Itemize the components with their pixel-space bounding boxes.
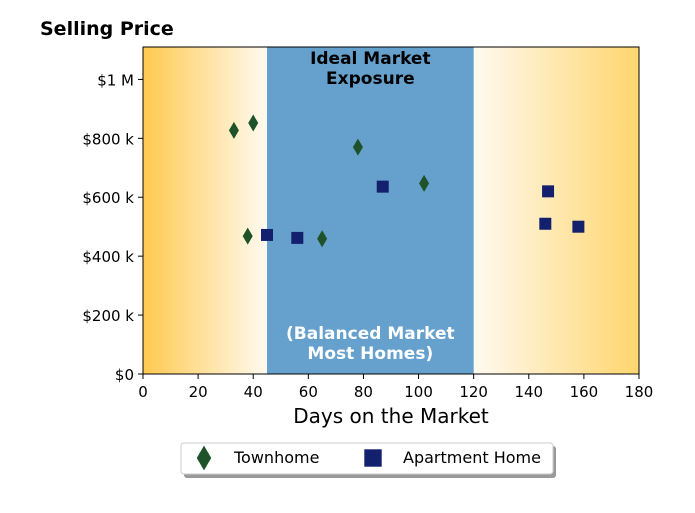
- apartment-home-point: [542, 185, 555, 198]
- ideal-exposure-band: [267, 47, 474, 374]
- band-label-top-line: Ideal Market: [310, 49, 431, 69]
- x-tick-label: 120: [459, 383, 488, 401]
- townhome-point: [242, 227, 253, 245]
- apartment-home-point: [376, 180, 389, 193]
- townhome-point: [419, 174, 430, 192]
- y-tick-label: $600 k: [82, 189, 134, 207]
- plot-frame: [142, 46, 640, 375]
- band-label-bottom-line: Most Homes): [307, 344, 433, 364]
- townhome-point: [317, 230, 328, 248]
- plot-background: [143, 47, 639, 374]
- apartment-home-point: [261, 228, 273, 241]
- band-label-bottom-line: (Balanced Market: [286, 324, 455, 344]
- townhome-point: [248, 114, 259, 132]
- band-label-top-line: Exposure: [326, 69, 415, 89]
- legend: Townhome Apartment Home: [180, 442, 556, 478]
- x-tick-label: 0: [138, 383, 148, 401]
- x-axis-title: Days on the Market: [293, 404, 489, 428]
- y-tick-label: $200 k: [82, 307, 134, 325]
- right-gradient-region: [473, 47, 639, 374]
- y-tick-label: $1 M: [97, 71, 134, 89]
- x-tick-label: 140: [514, 383, 543, 401]
- x-tick-label: 60: [299, 383, 318, 401]
- apartment-home-point: [539, 217, 552, 230]
- data-points: [228, 114, 585, 248]
- townhome-point: [352, 138, 363, 156]
- x-tick-label: 100: [404, 383, 433, 401]
- chart-title: Selling Price: [40, 18, 174, 40]
- x-tick-label: 160: [570, 383, 599, 401]
- apartment-home-point: [291, 231, 304, 244]
- x-tick-label: 180: [625, 383, 654, 401]
- axes: 0 20 40 60 80 100 120 140 160 180 $0 $200 k $400 k $6…: [82, 46, 654, 401]
- left-gradient-region: [143, 47, 267, 374]
- x-tick-label: 20: [189, 383, 208, 401]
- apartment-home-point: [572, 220, 585, 233]
- y-tick-label: $800 k: [82, 130, 134, 148]
- legend-townhome-label: Townhome: [233, 448, 319, 467]
- townhome-point: [228, 121, 239, 139]
- legend-apartment-home-label: Apartment Home: [403, 448, 541, 467]
- legend-apartment-home-marker: [364, 449, 382, 467]
- legend-townhome-marker: [196, 445, 212, 471]
- x-tick-label: 40: [244, 383, 263, 401]
- x-tick-label: 80: [354, 383, 373, 401]
- y-tick-label: $400 k: [82, 248, 134, 266]
- y-tick-label: $0: [115, 366, 134, 384]
